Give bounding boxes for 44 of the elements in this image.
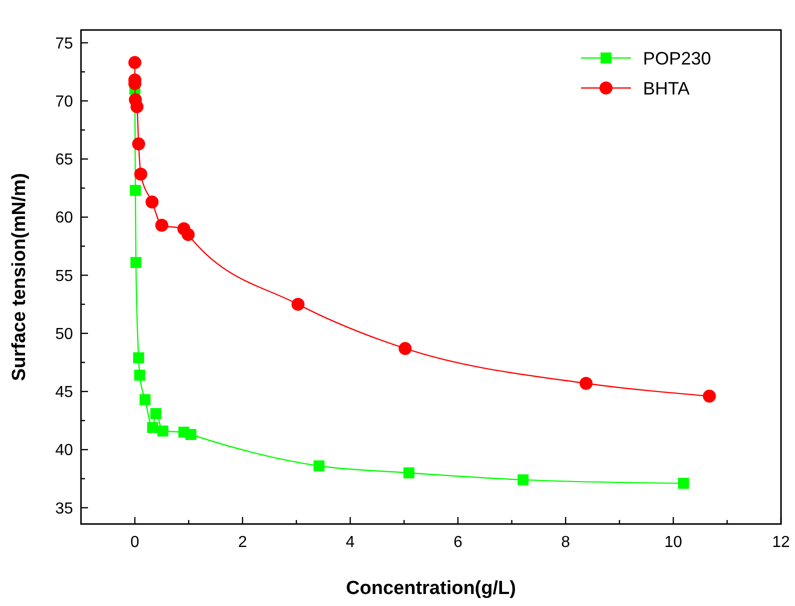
- x-tick-label: 6: [453, 534, 462, 551]
- x-tick-label: 12: [772, 534, 790, 551]
- point: [403, 467, 414, 478]
- point: [182, 228, 195, 242]
- x-tick-label: 0: [130, 534, 140, 551]
- y-tick-label: 75: [55, 35, 74, 52]
- point: [130, 184, 141, 196]
- y-tick-label: 45: [55, 384, 74, 402]
- point: [134, 370, 146, 381]
- y-tick-label: 35: [55, 500, 74, 518]
- x-tick-label: 8: [561, 534, 570, 551]
- y-tick-label: 65: [55, 152, 74, 169]
- point: [132, 137, 146, 150]
- point: [580, 376, 593, 390]
- point: [157, 426, 168, 437]
- x-axis-title: Concentration(g/L): [346, 578, 516, 599]
- y-tick-label: 70: [55, 94, 74, 111]
- point: [150, 408, 162, 420]
- y-tick-label: 55: [55, 268, 74, 285]
- legend-label: POP230: [643, 48, 712, 68]
- point: [155, 218, 168, 232]
- point: [130, 100, 144, 114]
- y-tick-label: 60: [55, 210, 74, 227]
- x-tick-label: 2: [238, 534, 248, 551]
- point: [185, 429, 196, 440]
- point: [128, 56, 142, 70]
- point: [292, 298, 304, 311]
- point: [398, 342, 412, 355]
- y-tick-label: 50: [55, 326, 74, 343]
- point: [134, 168, 148, 181]
- point: [678, 478, 690, 489]
- point: [130, 256, 142, 268]
- point: [140, 394, 151, 406]
- y-axis-title: Surface tension(mN/m): [9, 173, 30, 381]
- point: [146, 196, 159, 209]
- x-tick-label: 10: [664, 534, 682, 551]
- x-tick-label: 4: [346, 534, 355, 551]
- legend-label: BHTA: [643, 78, 690, 98]
- point: [133, 352, 144, 364]
- point: [147, 422, 158, 434]
- y-tick-label: 40: [55, 442, 74, 460]
- point: [518, 474, 529, 486]
- point: [702, 390, 716, 403]
- point: [314, 460, 324, 472]
